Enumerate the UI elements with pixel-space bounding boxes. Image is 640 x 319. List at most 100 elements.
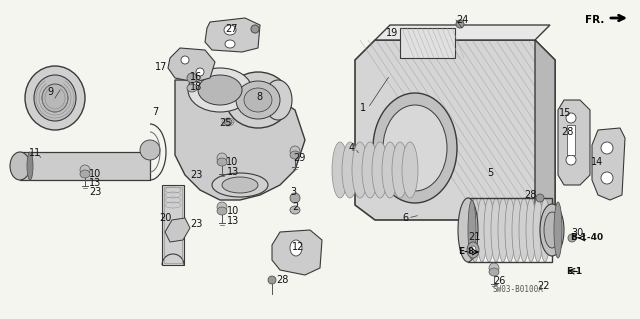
Polygon shape [535,40,555,220]
Ellipse shape [217,202,227,212]
Ellipse shape [477,198,487,262]
Ellipse shape [187,84,197,92]
Ellipse shape [332,142,348,198]
Ellipse shape [27,152,33,180]
Ellipse shape [554,202,562,258]
Text: 21: 21 [468,232,480,242]
Text: 10: 10 [89,169,101,179]
Text: 11: 11 [29,148,41,158]
Text: 23: 23 [89,187,101,197]
Polygon shape [558,100,590,185]
Ellipse shape [187,73,197,83]
Text: 17: 17 [155,62,167,72]
Ellipse shape [188,68,252,112]
Ellipse shape [533,198,543,262]
Bar [400,28,455,58]
Ellipse shape [458,198,478,262]
Ellipse shape [382,142,398,198]
Text: 7: 7 [152,107,158,117]
Ellipse shape [568,234,576,242]
Polygon shape [205,18,260,52]
Ellipse shape [540,198,550,262]
Text: 22: 22 [538,281,550,291]
Ellipse shape [198,75,242,105]
Ellipse shape [224,119,232,125]
Polygon shape [375,25,550,40]
Text: 16: 16 [190,72,202,82]
Ellipse shape [519,198,529,262]
Polygon shape [168,48,215,82]
Ellipse shape [222,177,258,193]
Text: FR.: FR. [584,15,604,25]
Polygon shape [272,230,322,275]
Ellipse shape [290,206,300,214]
Ellipse shape [42,84,68,112]
Text: 23: 23 [190,170,202,180]
Ellipse shape [290,193,300,203]
Bar [162,185,184,265]
Text: 6: 6 [402,213,408,223]
Text: 20: 20 [159,213,171,223]
Text: 15: 15 [559,108,571,118]
Ellipse shape [80,170,90,178]
Ellipse shape [484,198,494,262]
Ellipse shape [362,142,378,198]
Ellipse shape [463,198,473,262]
Ellipse shape [217,158,227,166]
Ellipse shape [566,155,576,165]
Text: 2: 2 [292,202,298,212]
Ellipse shape [601,172,613,184]
Ellipse shape [470,198,480,262]
Ellipse shape [80,165,90,175]
Ellipse shape [566,113,576,123]
Text: 10: 10 [227,206,239,216]
Text: 28: 28 [276,275,288,285]
Ellipse shape [25,66,85,130]
Text: 5: 5 [487,168,493,178]
Ellipse shape [512,198,522,262]
Text: 28: 28 [561,127,573,137]
Ellipse shape [342,142,358,198]
Polygon shape [175,80,305,200]
Polygon shape [165,218,190,242]
Ellipse shape [544,212,560,248]
Ellipse shape [212,173,268,197]
Ellipse shape [601,142,613,154]
Text: 1: 1 [360,103,366,113]
Text: E-1: E-1 [566,268,582,277]
Ellipse shape [290,240,302,256]
Text: 26: 26 [493,276,505,286]
Ellipse shape [268,276,276,284]
Ellipse shape [226,72,290,128]
Bar [164,187,182,263]
Ellipse shape [383,105,447,191]
Text: 13: 13 [89,178,101,188]
Text: 13: 13 [227,216,239,226]
Text: 14: 14 [591,157,603,167]
Text: E-8: E-8 [458,248,474,256]
Text: 23: 23 [190,219,202,229]
Ellipse shape [505,198,515,262]
Polygon shape [592,128,625,200]
Ellipse shape [498,198,508,262]
Ellipse shape [470,246,476,254]
Ellipse shape [526,198,536,262]
Ellipse shape [536,194,544,202]
Text: B-1-40: B-1-40 [570,234,604,242]
Ellipse shape [244,88,272,112]
Text: 24: 24 [456,15,468,25]
Ellipse shape [373,93,457,203]
Ellipse shape [290,146,300,156]
Text: 18: 18 [190,82,202,92]
Text: 25: 25 [219,118,231,128]
Ellipse shape [196,68,204,76]
Ellipse shape [264,80,292,120]
Text: 30: 30 [571,228,583,238]
Text: 4: 4 [349,143,355,153]
Text: 9: 9 [47,87,53,97]
Ellipse shape [352,142,368,198]
Ellipse shape [402,142,418,198]
Ellipse shape [468,200,476,260]
Text: 12: 12 [292,242,304,252]
Ellipse shape [140,140,160,160]
